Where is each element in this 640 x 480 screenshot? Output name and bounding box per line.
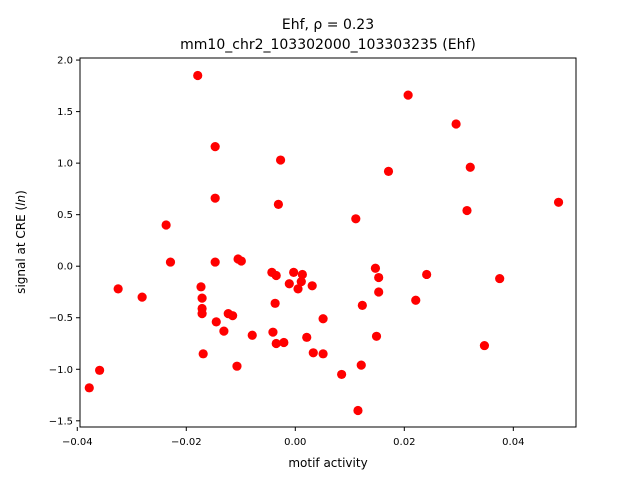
data-point bbox=[296, 277, 306, 287]
data-point bbox=[297, 269, 307, 280]
data-point bbox=[356, 360, 366, 370]
data-point bbox=[553, 197, 564, 207]
data-point bbox=[137, 292, 147, 302]
chart-title-line-1: Ehf, ρ = 0.23 bbox=[282, 17, 374, 33]
x-tick-label: −0.02 bbox=[171, 437, 202, 448]
data-point bbox=[228, 311, 238, 321]
y-tick-label: −0.5 bbox=[49, 313, 73, 324]
plot-frame bbox=[79, 57, 577, 428]
data-point bbox=[479, 340, 490, 351]
data-point bbox=[302, 332, 312, 342]
data-point bbox=[219, 326, 229, 336]
data-point bbox=[198, 349, 208, 359]
data-point bbox=[210, 257, 220, 267]
data-point bbox=[318, 314, 328, 324]
data-point bbox=[293, 284, 303, 294]
data-point bbox=[462, 205, 472, 216]
y-axis-label: signal at CRE (ln) bbox=[14, 190, 28, 294]
data-point bbox=[318, 349, 328, 359]
data-point bbox=[271, 338, 281, 349]
x-axis-label: motif activity bbox=[288, 456, 367, 470]
y-tick-label: 1.0 bbox=[57, 159, 73, 170]
data-point bbox=[337, 369, 347, 380]
data-point bbox=[422, 269, 432, 280]
data-point bbox=[197, 293, 207, 303]
data-point bbox=[95, 365, 105, 375]
y-tick-label: 0.0 bbox=[57, 262, 73, 273]
data-point bbox=[268, 327, 278, 337]
data-points bbox=[84, 70, 564, 416]
y-tick-label: 1.5 bbox=[57, 107, 73, 118]
data-point bbox=[273, 199, 283, 209]
data-point bbox=[196, 282, 206, 292]
data-point bbox=[308, 348, 318, 358]
data-point bbox=[210, 193, 220, 203]
chart-title-line-2: mm10_chr2_103302000_103303235 (Ehf) bbox=[180, 37, 476, 53]
x-tick-label: −0.04 bbox=[62, 437, 93, 448]
data-point bbox=[197, 309, 207, 319]
data-point bbox=[374, 287, 384, 297]
data-point bbox=[370, 263, 381, 273]
data-point bbox=[193, 70, 203, 81]
y-tick-label: −1.0 bbox=[49, 365, 73, 376]
x-tick-label: 0.02 bbox=[393, 437, 415, 448]
data-point bbox=[451, 119, 461, 129]
y-tick-label: −1.5 bbox=[49, 416, 73, 427]
data-point bbox=[465, 162, 475, 172]
x-axis-ticks: −0.04 −0.02 0.00 0.02 0.04 bbox=[62, 427, 524, 448]
data-point bbox=[307, 281, 317, 291]
x-tick-label: 0.04 bbox=[502, 437, 524, 448]
y-tick-label: 0.5 bbox=[57, 210, 73, 221]
data-point bbox=[275, 155, 286, 165]
data-point bbox=[383, 166, 394, 176]
data-point bbox=[289, 267, 299, 277]
data-point bbox=[84, 383, 94, 393]
data-point bbox=[247, 330, 257, 340]
data-point bbox=[211, 317, 221, 327]
data-point bbox=[210, 142, 220, 152]
data-point bbox=[411, 295, 421, 305]
data-point bbox=[161, 220, 171, 230]
x-tick-label: 0.00 bbox=[284, 437, 306, 448]
y-axis-ticks: −1.5 −1.0 −0.5 0.0 0.5 1.0 1.5 2.0 bbox=[49, 56, 80, 427]
data-point bbox=[403, 90, 413, 100]
data-point bbox=[495, 273, 505, 284]
data-point bbox=[351, 214, 361, 224]
data-point bbox=[284, 279, 294, 289]
data-point bbox=[236, 256, 246, 266]
data-point bbox=[353, 405, 363, 416]
data-point bbox=[270, 298, 280, 308]
data-point bbox=[113, 284, 123, 294]
data-point bbox=[374, 272, 384, 283]
data-point bbox=[271, 270, 281, 281]
data-point bbox=[371, 331, 382, 341]
y-tick-label: 2.0 bbox=[57, 56, 73, 67]
data-point bbox=[357, 300, 367, 310]
data-point bbox=[279, 337, 289, 348]
data-point bbox=[232, 361, 242, 371]
data-point bbox=[165, 257, 176, 267]
